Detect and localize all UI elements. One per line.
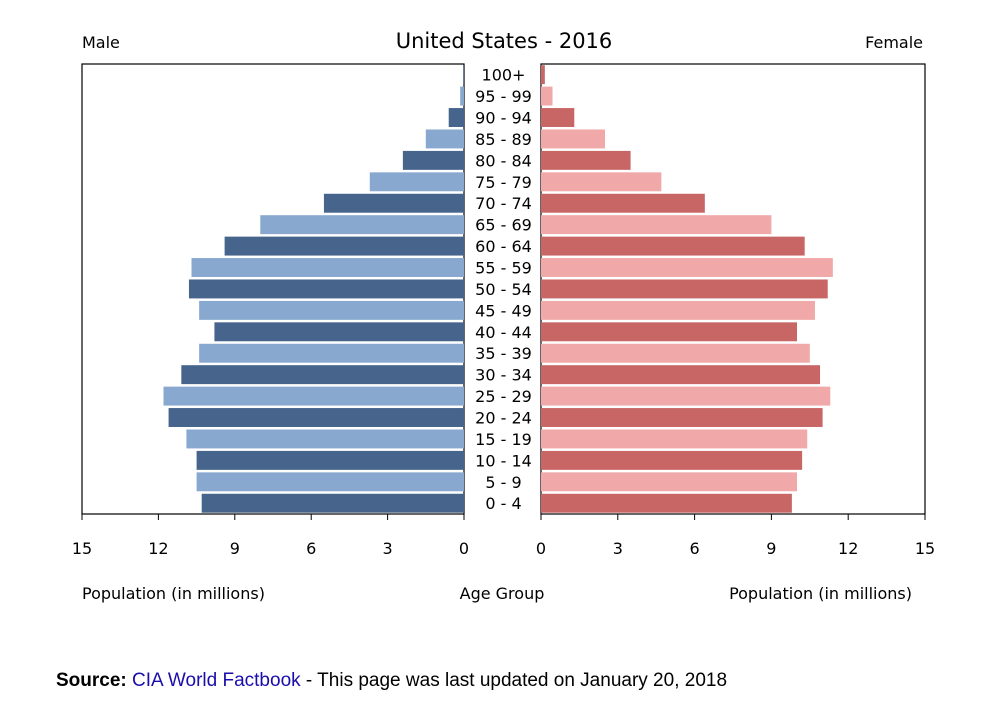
- male-bar: [448, 108, 464, 127]
- female-bar: [541, 86, 553, 106]
- male-bar: [196, 450, 464, 470]
- male-bar: [181, 365, 464, 385]
- age-group-label: 75 - 79: [475, 173, 532, 192]
- female-bar: [541, 193, 705, 213]
- male-bar: [323, 193, 464, 213]
- age-group-label: 25 - 29: [475, 387, 532, 406]
- chart-title: United States - 2016: [396, 29, 613, 53]
- male-bar: [191, 258, 465, 277]
- female-panel: [540, 63, 926, 515]
- male-bar: [260, 215, 464, 235]
- age-group-axis-label: Age Group: [460, 584, 545, 603]
- age-group-label: 60 - 64: [475, 237, 532, 256]
- female-bar: [541, 65, 545, 85]
- male-bar: [201, 493, 464, 513]
- female-bar: [541, 472, 797, 492]
- female-bar: [541, 450, 803, 470]
- age-group-label: 45 - 49: [475, 301, 532, 320]
- source-link[interactable]: CIA World Factbook: [132, 670, 301, 691]
- female-x-tick-label: 3: [613, 539, 623, 558]
- male-x-tick-label: 0: [459, 539, 469, 558]
- male-bar: [460, 86, 464, 106]
- age-group-label: 30 - 34: [475, 366, 532, 385]
- female-x-tick-label: 6: [690, 539, 700, 558]
- female-x-tick-label: 0: [536, 539, 546, 558]
- male-x-axis-label: Population (in millions): [82, 584, 265, 603]
- male-bar: [186, 429, 464, 449]
- male-x-tick-label: 9: [230, 539, 240, 558]
- female-bar: [541, 343, 810, 363]
- male-x-tick-label: 6: [306, 539, 316, 558]
- age-group-label: 55 - 59: [475, 259, 532, 278]
- population-pyramid-chart: Male United States - 2016 Female 0 - 4 5 …: [72, 29, 935, 603]
- age-group-label: 5 - 9: [485, 473, 521, 492]
- female-bar: [541, 108, 575, 127]
- age-group-label: 100+: [482, 66, 526, 85]
- male-bar: [168, 408, 464, 427]
- female-label: Female: [865, 33, 923, 52]
- male-bar: [196, 472, 464, 492]
- male-bar: [188, 279, 464, 299]
- female-bar: [541, 215, 772, 235]
- age-group-label: 70 - 74: [475, 194, 532, 213]
- female-x-axis: 0 3 6 9 12 15: [536, 514, 935, 558]
- age-group-label: 0 - 4: [485, 494, 521, 513]
- age-group-label: 20 - 24: [475, 409, 532, 428]
- source-text: - This page was last updated on January …: [300, 670, 728, 691]
- female-x-axis-label: Population (in millions): [729, 584, 912, 603]
- male-x-tick-label: 15: [72, 539, 92, 558]
- female-bar: [541, 236, 805, 256]
- male-panel: [81, 63, 465, 515]
- female-x-tick-label: 12: [838, 539, 858, 558]
- male-x-tick-label: 12: [148, 539, 168, 558]
- female-bar: [541, 150, 631, 170]
- male-bar: [163, 386, 464, 406]
- male-x-axis: 0 3 6 9 12 15: [72, 514, 469, 558]
- age-group-label: 40 - 44: [475, 323, 532, 342]
- male-bar: [369, 172, 464, 192]
- age-group-label: 95 - 99: [475, 87, 532, 106]
- age-group-label: 90 - 94: [475, 109, 532, 128]
- male-bar: [425, 129, 464, 149]
- female-x-tick-label: 9: [766, 539, 776, 558]
- source-label: Source:: [56, 670, 127, 691]
- male-bar: [199, 343, 464, 363]
- age-group-label: 85 - 89: [475, 130, 532, 149]
- male-x-tick-label: 3: [383, 539, 393, 558]
- age-group-labels: 0 - 4 5 - 9 10 - 14 15 - 19 20 - 24 25 - 29 30…: [475, 66, 532, 514]
- female-bar: [541, 300, 815, 320]
- male-bar: [224, 236, 464, 256]
- male-bar: [199, 300, 464, 320]
- female-bar: [541, 279, 828, 299]
- female-bar: [541, 386, 831, 406]
- male-bar: [463, 65, 464, 85]
- female-bar: [541, 172, 662, 192]
- female-bar: [541, 493, 792, 513]
- male-label: Male: [82, 33, 120, 52]
- male-bar: [402, 150, 464, 170]
- female-bar: [541, 365, 821, 385]
- male-bar: [214, 322, 464, 342]
- female-bar: [541, 408, 823, 427]
- age-group-label: 50 - 54: [475, 280, 532, 299]
- female-bar: [541, 429, 808, 449]
- age-group-label: 15 - 19: [475, 430, 532, 449]
- female-bar: [541, 129, 605, 149]
- female-bar: [541, 258, 833, 277]
- age-group-label: 10 - 14: [475, 451, 532, 470]
- source-line: Source: CIA World Factbook - This page w…: [56, 670, 727, 692]
- female-bar: [541, 322, 797, 342]
- age-group-label: 65 - 69: [475, 216, 532, 235]
- age-group-label: 80 - 84: [475, 151, 532, 170]
- female-x-tick-label: 15: [915, 539, 935, 558]
- age-group-label: 35 - 39: [475, 344, 532, 363]
